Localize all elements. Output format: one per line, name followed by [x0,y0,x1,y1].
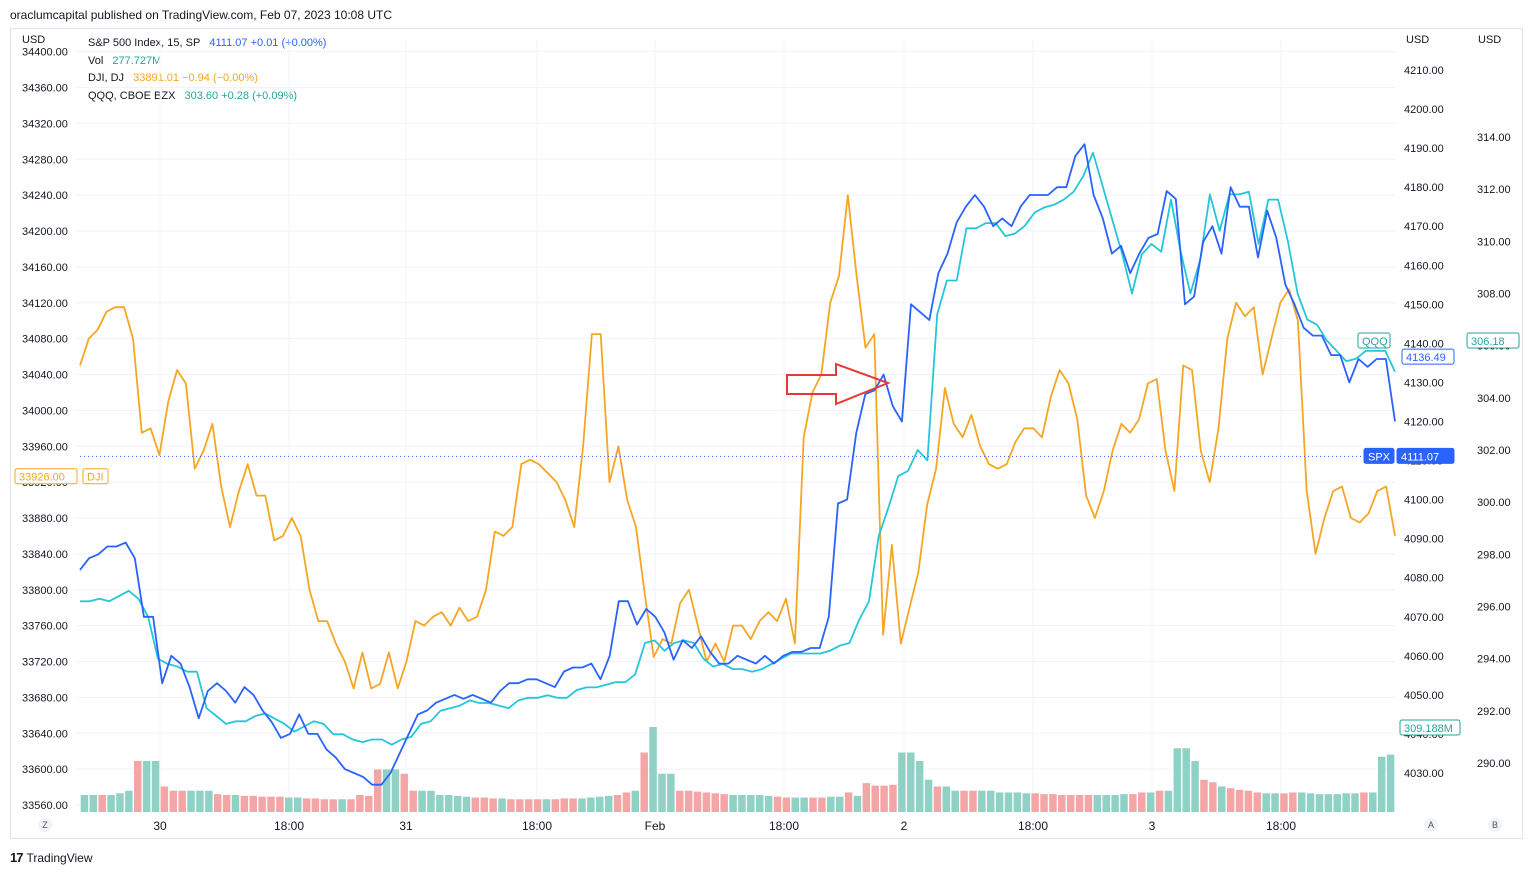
legend-vol-name: Vol [88,54,104,67]
legend-dji-value: 33891.01 [133,72,180,84]
legend-spx-value: 4111.07 [209,37,248,49]
timezone-button[interactable]: Z [38,818,52,832]
chart-legend: S&P 500 Index, 15, SP 4111.07 +0.01 (+0.… [88,35,326,105]
legend-vol-value: 277.727M [112,54,162,67]
published-caption: oraclumcapital published on TradingView.… [10,8,393,22]
left-axis-unit: USD [22,34,46,46]
legend-dji-name: DJI, DJ [88,72,125,84]
tradingview-footer: 17 TradingView [10,850,93,865]
legend-row-dji[interactable]: DJI, DJ 33891.01 −0.94 (−0.00%) [88,70,326,88]
right-axis-unit-spx: USD [1406,34,1430,46]
auto-scale-button[interactable]: A [1424,818,1438,832]
legend-row-spx[interactable]: S&P 500 Index, 15, SP 4111.07 +0.01 (+0.… [88,35,326,53]
footer-brand: TradingView [26,850,93,865]
legend-spx-name: S&P 500 Index, 15, SP [88,37,201,49]
legend-dji-change: −0.94 (−0.00%) [182,72,258,84]
scale-b-button[interactable]: B [1488,818,1502,832]
right-axis-unit-qqq: USD [1478,34,1502,46]
legend-qqq-name: QQQ, CBOE BZX [88,89,176,102]
chart-frame [10,28,1523,839]
legend-qqq-change: +0.28 (+0.09%) [221,89,298,102]
legend-row-qqq[interactable]: QQQ, CBOE BZX 303.60 +0.28 (+0.09%) [88,88,326,106]
legend-row-vol[interactable]: Vol 277.727M [88,53,326,71]
tradingview-logo-icon: 17 [10,850,24,865]
legend-qqq-value: 303.60 [184,89,219,102]
legend-spx-change: +0.01 (+0.00%) [250,37,327,49]
